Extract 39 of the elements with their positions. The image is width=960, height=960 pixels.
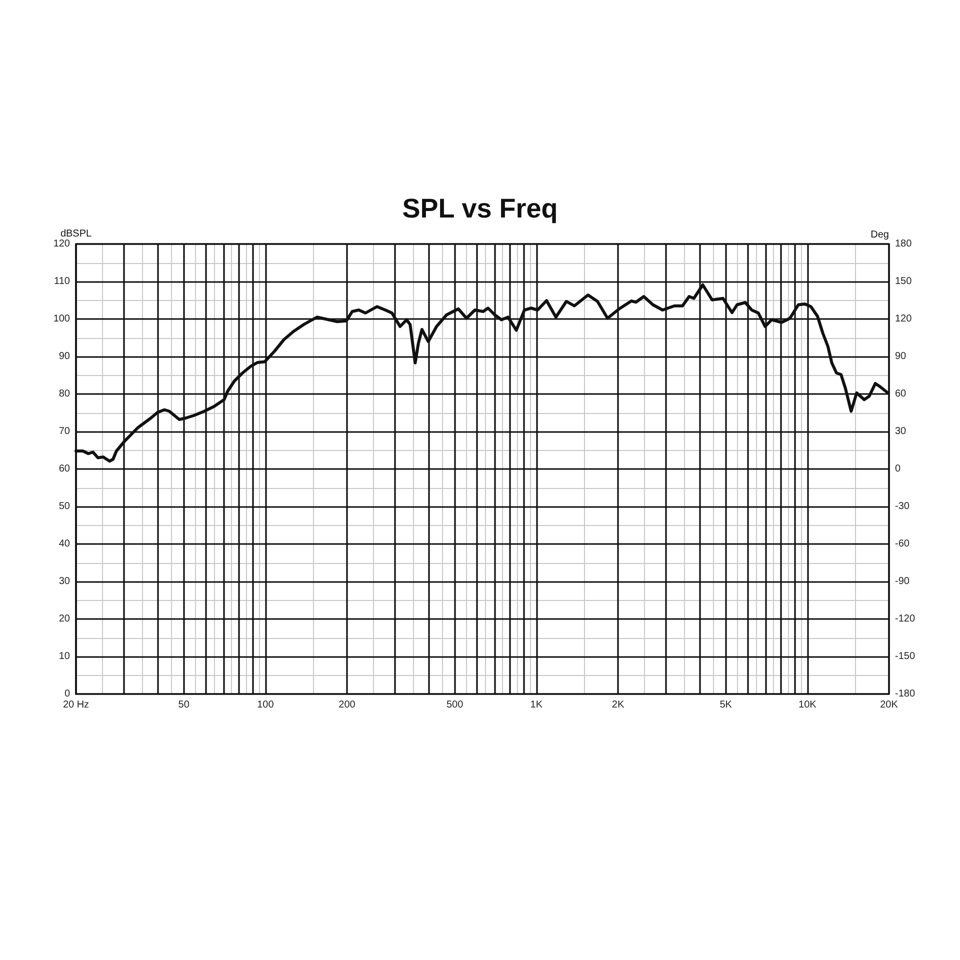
y2-tick-label: 60 xyxy=(895,388,907,400)
y-axis-title: dBSPL xyxy=(60,228,92,240)
y-tick-label: 40 xyxy=(58,538,70,550)
y2-tick-label: 90 xyxy=(895,351,907,362)
x-tick-label: 500 xyxy=(446,700,464,710)
y2-tick-label: 150 xyxy=(895,276,912,287)
x-tick-label: 100 xyxy=(257,700,274,710)
y2-tick-label: 120 xyxy=(895,314,912,324)
y2-tick-label: -120 xyxy=(895,614,916,624)
y2-tick-label: 0 xyxy=(895,464,901,474)
y2-tick-label: -90 xyxy=(895,576,910,587)
y-tick-label: 80 xyxy=(58,388,70,400)
x-tick-label: 20 Hz xyxy=(62,700,90,710)
y-tick-label: 10 xyxy=(58,651,70,662)
y2-tick-label: -60 xyxy=(895,538,910,550)
x-tick-label: 20K xyxy=(880,700,898,710)
y-tick-label: 100 xyxy=(53,314,70,324)
x-tick-label: 2K xyxy=(612,700,624,710)
y2-tick-label: -150 xyxy=(895,651,916,662)
y-tick-label: 90 xyxy=(58,351,70,362)
y2-axis-title: Deg xyxy=(870,230,889,240)
x-tick-label: 10K xyxy=(798,700,817,710)
y2-tick-label: 30 xyxy=(895,426,907,437)
y-tick-label: 50 xyxy=(58,501,70,512)
y-tick-label: 110 xyxy=(54,276,70,287)
x-tick-label: 200 xyxy=(338,700,356,710)
y2-tick-label: 180 xyxy=(895,238,912,250)
y-tick-label: 60 xyxy=(58,464,70,474)
chart-title: SPL vs Freq xyxy=(402,194,558,224)
x-tick-label: 5K xyxy=(720,700,732,710)
x-tick-label: 1K xyxy=(530,700,543,710)
y-tick-label: 30 xyxy=(58,576,70,587)
y2-tick-label: -180 xyxy=(895,688,916,700)
y-tick-label: 0 xyxy=(64,688,70,700)
y2-tick-label: -30 xyxy=(895,501,910,512)
x-tick-label: 50 xyxy=(178,700,190,710)
y-tick-label: 20 xyxy=(58,614,70,624)
y-tick-label: 120 xyxy=(53,238,70,250)
y-tick-label: 70 xyxy=(58,426,70,437)
